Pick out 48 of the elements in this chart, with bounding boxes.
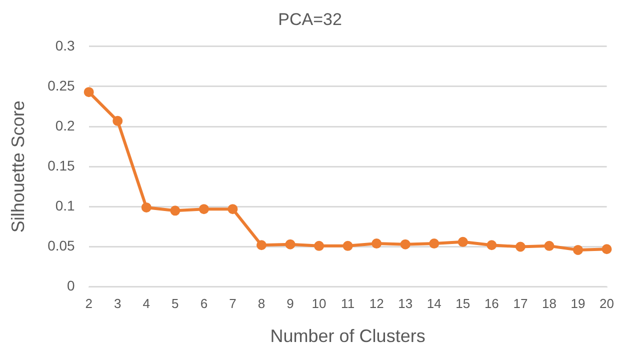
point [141,202,152,212]
x-tick-label: 19 [570,296,586,312]
point [314,240,324,251]
x-tick-label: 17 [513,296,528,312]
point [544,240,554,251]
point [515,242,526,252]
y-tick-label: 0.3 [55,37,76,54]
x-tick-label: 16 [484,296,499,312]
x-tick-label: 20 [600,296,614,312]
chart-title: PCA=32 [278,10,342,29]
point [372,238,382,249]
x-tick-label: 8 [258,296,266,312]
point [228,204,238,214]
point [198,204,209,214]
y-tick-label: 0.1 [55,198,76,214]
point [458,236,468,247]
x-tick-label: 11 [341,296,355,312]
y-axis-title: Silhouette Score [8,100,28,233]
point [84,87,94,98]
point [429,238,440,249]
x-tick-label: 13 [398,296,413,312]
point [170,206,180,216]
x-tick-label: 18 [542,296,556,312]
point [486,240,497,250]
point [602,244,612,254]
point [256,240,266,250]
x-tick-label: 3 [114,296,122,312]
x-tick-label: 10 [312,296,326,312]
x-tick-label: 9 [286,296,294,312]
point [112,116,123,126]
x-tick-label: 4 [142,296,150,312]
x-tick-label: 6 [200,296,208,312]
y-tick-label: 0.25 [48,77,76,94]
point [400,239,410,250]
x-tick-label: 12 [369,296,384,312]
y-tick-label: 0.05 [48,238,76,254]
point [572,244,583,255]
y-tick-label: 0.2 [55,117,76,134]
x-tick-label: 7 [229,296,236,312]
x-tick-label: 2 [85,296,92,312]
point [342,240,353,251]
point [285,239,296,250]
y-tick-label: 0.15 [48,157,76,174]
x-tick-label: 5 [172,296,179,312]
y-tick-label: 0 [67,278,76,294]
x-tick-label: 15 [456,296,470,312]
x-axis-title: Number of Clusters [270,326,426,346]
x-tick-label: 14 [426,296,442,312]
